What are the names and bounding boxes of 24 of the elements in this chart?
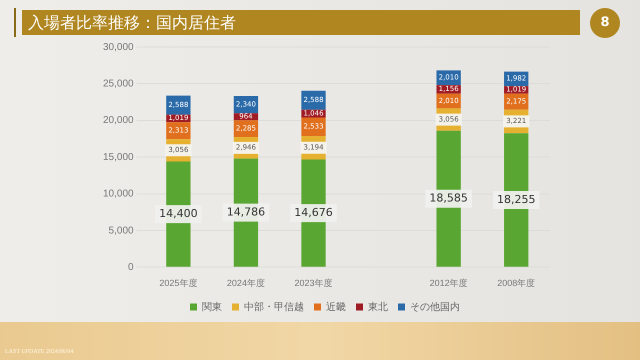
x-tick-label: 2025年度 bbox=[159, 278, 198, 288]
y-tick-label: 0 bbox=[128, 262, 134, 273]
data-label: 14,676 bbox=[294, 206, 333, 219]
x-tick-label: 2008年度 bbox=[497, 278, 536, 288]
legend-label: 関東 bbox=[202, 300, 222, 313]
legend-label: 中部・甲信越 bbox=[244, 300, 304, 313]
y-tick-label: 20,000 bbox=[102, 115, 134, 126]
data-label: 18,585 bbox=[429, 192, 468, 205]
y-tick-label: 10,000 bbox=[102, 188, 134, 200]
y-tick-label: 15,000 bbox=[102, 152, 134, 163]
x-tick-label: 2023年度 bbox=[294, 278, 333, 288]
y-tick-label: 30,000 bbox=[102, 42, 134, 53]
legend-label: 東北 bbox=[368, 300, 388, 313]
data-label: 14,786 bbox=[226, 206, 266, 219]
data-label: 14,400 bbox=[159, 206, 198, 220]
legend-label: その他国内 bbox=[410, 300, 460, 313]
y-tick-label: 25,000 bbox=[102, 78, 134, 90]
chart-title: 入場者比率推移：国内居住者 bbox=[22, 10, 580, 35]
x-tick-label: 2012年度 bbox=[430, 278, 468, 288]
data-label: 18,255 bbox=[496, 192, 536, 206]
text: 8 bbox=[590, 8, 620, 38]
x-tick-label: 2024年度 bbox=[226, 278, 265, 288]
y-tick-label: 5,000 bbox=[108, 225, 134, 236]
legend-label: 近畿 bbox=[326, 300, 346, 313]
